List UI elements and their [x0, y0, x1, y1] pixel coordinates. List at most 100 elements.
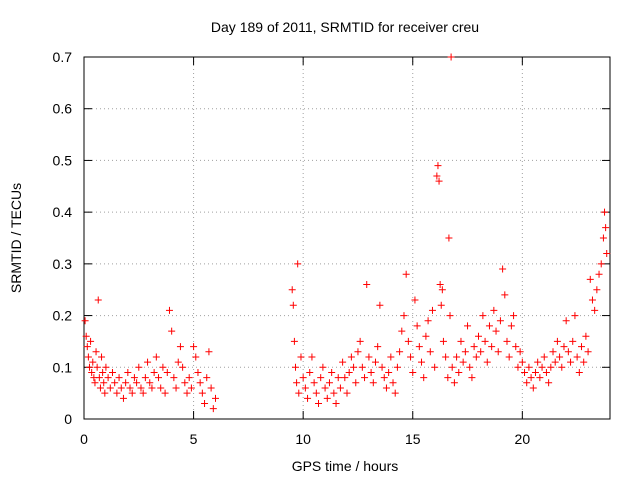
data-point: [295, 389, 303, 397]
chart-title: Day 189 of 2011, SRMTID for receiver cre…: [211, 19, 479, 35]
data-point: [209, 405, 217, 413]
data-point: [510, 312, 518, 320]
data-point: [168, 327, 176, 335]
data-point: [192, 353, 200, 361]
data-point: [593, 286, 601, 294]
data-point: [488, 343, 496, 351]
data-point: [536, 374, 544, 382]
data-point: [148, 384, 156, 392]
data-point: [321, 384, 329, 392]
data-point: [413, 322, 421, 330]
data-point: [345, 368, 353, 376]
data-point: [569, 337, 577, 345]
data-point: [179, 363, 187, 371]
data-point: [95, 374, 103, 382]
data-point: [350, 363, 358, 371]
data-point: [212, 394, 219, 402]
data-point: [317, 374, 325, 382]
data-point: [376, 301, 384, 309]
x-tick-label: 10: [295, 431, 311, 447]
data-point: [312, 389, 320, 397]
data-point: [391, 389, 399, 397]
data-point: [124, 368, 132, 376]
data-point: [411, 296, 419, 304]
data-point: [374, 343, 382, 351]
data-point: [387, 353, 395, 361]
data-point: [183, 389, 191, 397]
data-point: [144, 358, 152, 366]
data-point: [290, 337, 298, 345]
y-tick-label: 0.7: [53, 49, 73, 65]
data-point: [393, 363, 401, 371]
plot-frame: [83, 56, 611, 420]
data-point: [400, 312, 408, 320]
y-tick-label: 0.6: [53, 101, 73, 117]
data-point: [356, 337, 364, 345]
data-point: [336, 384, 344, 392]
data-point: [599, 234, 607, 242]
data-point: [507, 322, 515, 330]
data-point: [549, 348, 557, 356]
data-point: [492, 327, 500, 335]
data-point: [291, 363, 299, 371]
data-point: [527, 374, 535, 382]
data-point: [163, 368, 171, 376]
data-point: [106, 384, 114, 392]
data-point: [466, 363, 474, 371]
data-point: [420, 374, 428, 382]
data-point: [505, 353, 513, 361]
data-point: [85, 363, 93, 371]
data-point: [176, 343, 184, 351]
data-point: [299, 374, 307, 382]
data-point: [152, 353, 160, 361]
data-point: [94, 296, 102, 304]
data-point: [99, 368, 107, 376]
data-point: [481, 337, 489, 345]
data-point: [437, 301, 445, 309]
data-point: [499, 265, 507, 273]
y-axis-label: SRMTID / TECUs: [8, 183, 24, 293]
data-point: [439, 337, 447, 345]
data-points: [81, 53, 611, 413]
data-point: [165, 306, 173, 314]
data-point: [470, 343, 478, 351]
data-point: [137, 384, 145, 392]
data-point: [201, 399, 209, 407]
data-point: [580, 358, 588, 366]
data-point: [396, 348, 404, 356]
data-point: [424, 317, 432, 325]
data-point: [534, 358, 542, 366]
data-point: [461, 348, 469, 356]
data-point: [436, 281, 444, 289]
data-point: [477, 348, 485, 356]
data-point: [155, 374, 163, 382]
data-point: [172, 384, 180, 392]
data-point: [553, 337, 561, 345]
data-point: [128, 389, 136, 397]
data-point: [562, 317, 570, 325]
data-point: [409, 368, 417, 376]
data-point: [289, 301, 297, 309]
data-point: [538, 363, 546, 371]
data-point: [564, 348, 572, 356]
data-point: [490, 306, 498, 314]
data-point: [358, 363, 366, 371]
data-point: [365, 353, 373, 361]
data-point: [113, 389, 121, 397]
data-point: [141, 374, 149, 382]
data-point: [205, 348, 213, 356]
data-point: [194, 368, 202, 376]
data-point: [161, 389, 169, 397]
data-point: [512, 343, 520, 351]
data-point: [371, 358, 379, 366]
data-point: [475, 332, 482, 340]
grid-lines: [84, 57, 610, 419]
data-point: [597, 260, 605, 268]
axis-ticks: 0 0.1 0.2 0.3 0.4 0.5 0.6 0.7 0 5 10 15 20: [53, 49, 610, 447]
data-point: [448, 363, 456, 371]
data-point: [363, 281, 371, 289]
data-point: [187, 384, 195, 392]
data-point: [501, 291, 509, 299]
data-point: [323, 394, 331, 402]
